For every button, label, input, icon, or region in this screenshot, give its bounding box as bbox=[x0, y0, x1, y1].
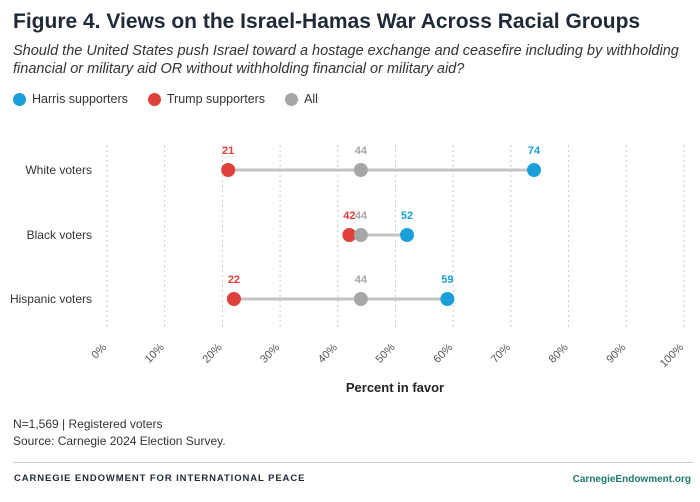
data-point bbox=[353, 228, 368, 242]
category-label: White voters bbox=[25, 163, 92, 177]
data-label: 74 bbox=[528, 145, 541, 157]
data-label: 44 bbox=[355, 145, 368, 157]
data-label: 42 bbox=[343, 210, 355, 222]
x-tick-label: 20% bbox=[200, 341, 224, 365]
sample-note: N=1,569 | Registered voters bbox=[13, 417, 163, 431]
legend-item-harris: Harris supporters bbox=[13, 92, 128, 106]
x-tick-label: 100% bbox=[658, 341, 687, 370]
legend-dot-harris bbox=[13, 92, 26, 106]
footer-divider bbox=[13, 462, 693, 463]
data-point bbox=[440, 292, 455, 306]
x-tick-label: 50% bbox=[374, 341, 398, 365]
data-label: 59 bbox=[441, 274, 453, 286]
chart-title: Figure 4. Views on the Israel-Hamas War … bbox=[13, 10, 641, 33]
category-label: Black voters bbox=[27, 228, 92, 242]
legend-item-trump: Trump supporters bbox=[147, 92, 266, 106]
chart-subtitle: Should the United States push Israel tow… bbox=[13, 43, 679, 77]
data-point bbox=[400, 228, 415, 242]
x-tick-label: 40% bbox=[316, 341, 340, 365]
data-point bbox=[221, 163, 236, 177]
data-point bbox=[353, 163, 368, 177]
data-point bbox=[526, 163, 541, 177]
x-tick-label: 0% bbox=[89, 341, 109, 361]
data-label: 52 bbox=[401, 210, 413, 222]
legend-item-all: All bbox=[285, 92, 318, 106]
data-point bbox=[342, 228, 357, 242]
legend-label-all: All bbox=[304, 92, 318, 106]
x-tick-label: 80% bbox=[547, 341, 571, 365]
legend-dot-all bbox=[285, 92, 299, 106]
category-label: Hispanic voters bbox=[10, 292, 92, 306]
data-label: 22 bbox=[228, 274, 240, 286]
x-tick-label: 70% bbox=[489, 341, 513, 365]
data-label: 44 bbox=[355, 274, 368, 286]
data-point bbox=[226, 292, 241, 306]
footer-org-name: CARNEGIE ENDOWMENT FOR INTERNATIONAL PEA… bbox=[14, 473, 306, 484]
x-tick-label: 60% bbox=[431, 341, 455, 365]
source-note: Source: Carnegie 2024 Election Survey. bbox=[13, 434, 226, 448]
data-label: 21 bbox=[222, 145, 234, 157]
x-tick-label: 30% bbox=[258, 341, 282, 365]
x-axis-title: Percent in favor bbox=[346, 380, 444, 395]
dot-plot: 0% 10% 20% 30% 40% 50% 60% 70% 80% 90% 100% Percent… bbox=[10, 145, 687, 395]
chart-notes: N=1,569 | Registered voters Source: Carn… bbox=[13, 416, 226, 450]
legend-label-harris: Harris supporters bbox=[32, 92, 128, 106]
legend-dot-trump bbox=[147, 92, 161, 106]
legend: Harris supporters Trump supporters All bbox=[13, 90, 338, 108]
x-tick-label: 10% bbox=[143, 341, 167, 365]
data-label: 44 bbox=[355, 210, 368, 222]
data-point bbox=[353, 292, 368, 306]
x-tick-label: 90% bbox=[604, 341, 628, 365]
legend-label-trump: Trump supporters bbox=[166, 92, 266, 106]
footer-website-link[interactable]: CarnegieEndowment.org bbox=[572, 474, 691, 485]
